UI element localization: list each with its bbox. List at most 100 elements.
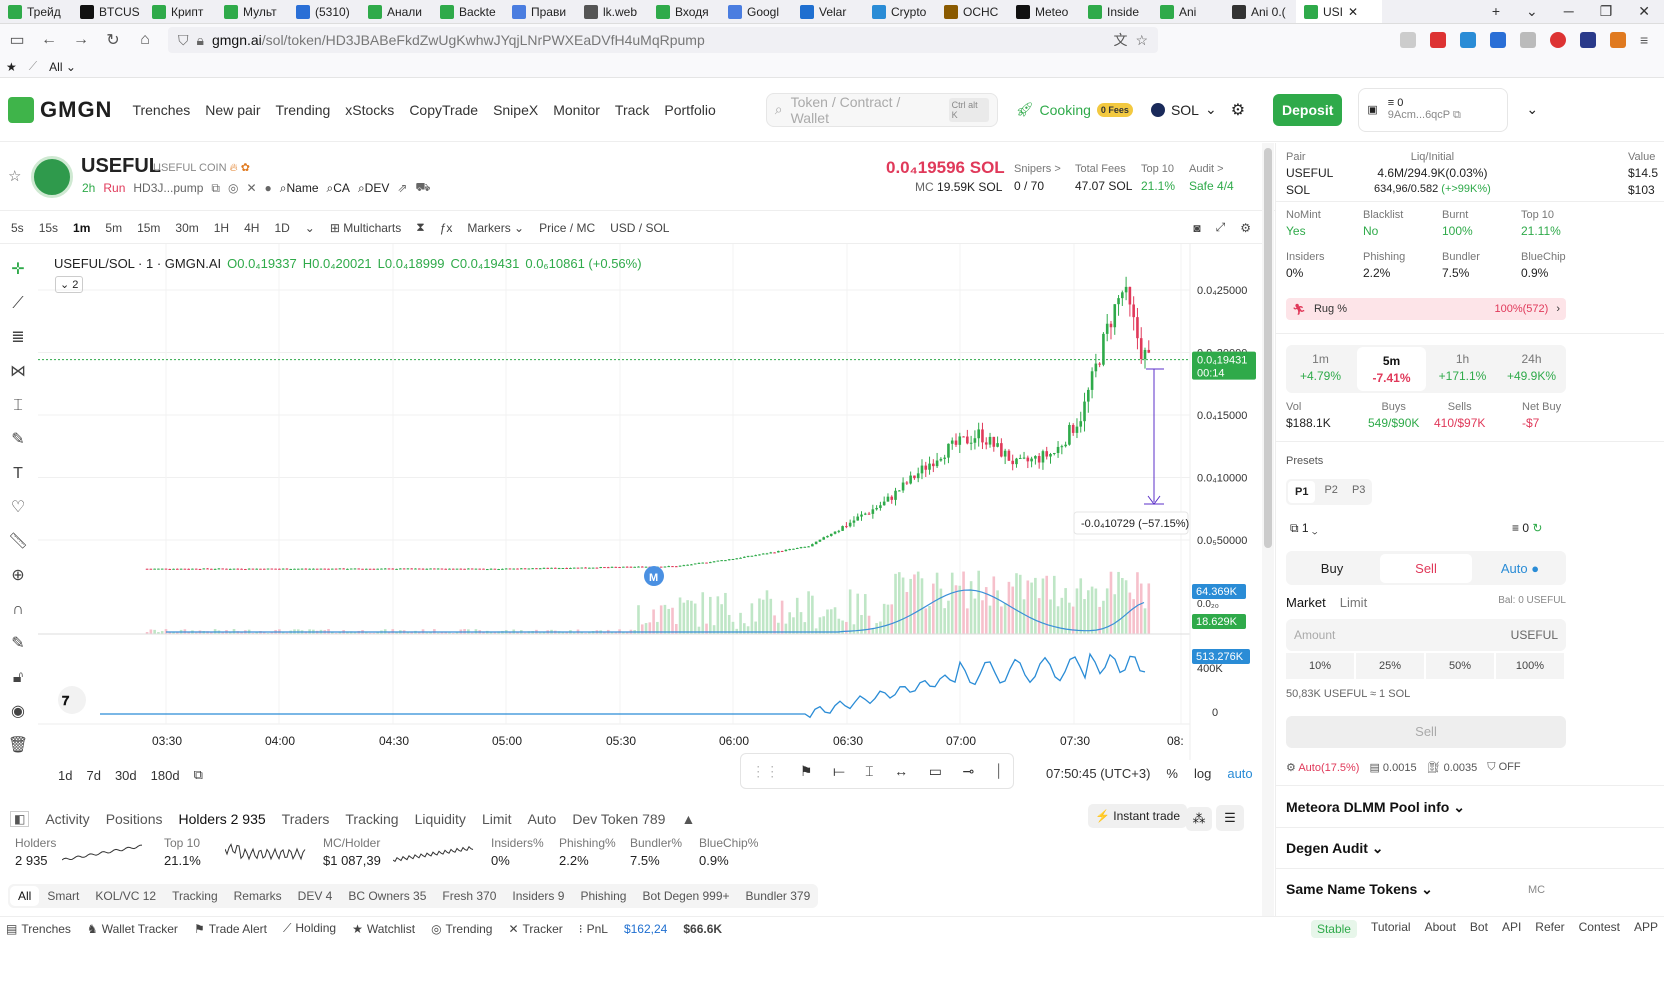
footer-refer[interactable]: Refer — [1535, 919, 1565, 934]
gmgn-logo[interactable]: GMGN — [8, 96, 112, 123]
new-tab-icon[interactable]: + — [1491, 3, 1501, 19]
deposit-button[interactable]: Deposit — [1273, 93, 1343, 126]
nav-new-pair[interactable]: New pair — [205, 101, 261, 118]
browser-tab[interactable]: Мульт — [216, 0, 288, 23]
chain-selector[interactable]: SOL ⌄ — [1150, 101, 1217, 118]
interval-15s[interactable]: 15s — [38, 220, 59, 235]
x-social-icon[interactable]: ✕ — [246, 181, 257, 195]
maximize-icon[interactable]: ❐ — [1599, 3, 1613, 19]
extension-icon[interactable] — [1580, 32, 1596, 48]
market-tab[interactable]: Market — [1286, 595, 1326, 610]
mev-toggle[interactable]: ⛉ OFF — [1487, 761, 1521, 773]
tab-liquidity[interactable]: Liquidity — [414, 811, 466, 827]
tab-traders[interactable]: Traders — [281, 811, 330, 827]
chevron-down-icon[interactable]: ⌄ — [304, 220, 315, 235]
preset-p1[interactable]: P1 — [1288, 481, 1316, 503]
interval-1m[interactable]: 1m — [73, 220, 91, 235]
audit-stat[interactable]: Audit > Safe 4/4 — [1189, 163, 1234, 193]
extension-icon[interactable] — [1520, 32, 1536, 48]
instant-trade-button[interactable]: ⚡ Instant trade — [1088, 804, 1187, 828]
reload-icon[interactable]: ↻ — [106, 32, 120, 49]
browser-tab[interactable]: Inside — [1080, 0, 1152, 23]
footer-tutorial[interactable]: Tutorial — [1370, 919, 1411, 934]
browser-tab[interactable]: Крипт — [144, 0, 216, 23]
preset-p2[interactable]: P2 — [1324, 484, 1338, 496]
flag-icon[interactable]: ⚑ — [799, 762, 813, 779]
brush-icon[interactable]: ✎ — [11, 431, 25, 448]
browser-tab[interactable]: USI ✕ — [1296, 0, 1382, 23]
markers-dropdown[interactable]: Markers ⌄ — [467, 220, 525, 235]
hray-icon[interactable]: ⊸ — [962, 762, 975, 779]
heart-icon[interactable]: ♡ — [10, 499, 26, 516]
filter-chip[interactable]: Bundler 379 — [745, 889, 811, 903]
multicharts-button[interactable]: ⊞ Multicharts — [329, 220, 402, 235]
browser-tab[interactable]: Crypto — [864, 0, 936, 23]
price-chart[interactable]: 0.0₄250000.0₄200000.0₄150000.0₄100000.0₅… — [38, 244, 1260, 760]
footer-pnl[interactable]: ⁝ PnL — [578, 921, 608, 936]
browser-tab[interactable]: BTCUS — [72, 0, 144, 23]
telegram-icon[interactable]: ● — [264, 181, 272, 195]
bookmarks-all[interactable]: All ⌄ — [49, 59, 76, 74]
favorite-star-icon[interactable]: ☆ — [8, 168, 22, 185]
home-icon[interactable]: ⌂ — [140, 31, 150, 48]
trendline-icon[interactable]: ⟋ — [12, 295, 24, 312]
browser-tab[interactable]: lk.web — [576, 0, 648, 23]
footer-app[interactable]: APP — [1633, 919, 1658, 934]
timeframe-1m[interactable]: 1m +4.79% — [1299, 352, 1342, 383]
list-settings-icon[interactable]: ☰ — [1216, 805, 1244, 831]
filter-chip[interactable]: Remarks — [233, 889, 282, 903]
magnet-icon[interactable]: ∩ — [12, 601, 24, 618]
percent-button[interactable]: 50% — [1426, 653, 1494, 679]
browser-tab[interactable]: OCHC — [936, 0, 1008, 23]
star-icon[interactable]: ★ — [6, 59, 17, 74]
price-mc-toggle[interactable]: Price / MC — [539, 220, 596, 235]
footer-stable[interactable]: Stable — [1310, 919, 1357, 938]
nav-xstocks[interactable]: xStocks — [345, 101, 395, 118]
filter-chip[interactable]: All — [10, 886, 40, 906]
rug-bar[interactable]: 🏃︎ Rug % 100%(572) › — [1286, 298, 1566, 320]
search-name-link[interactable]: ⌕Name — [279, 180, 319, 195]
page-scrollbar[interactable] — [1262, 143, 1274, 916]
ruler-icon[interactable]: 📏︎ — [7, 533, 29, 550]
interval-1d[interactable]: 1D — [274, 220, 290, 235]
extension-icon[interactable] — [1400, 32, 1416, 48]
footer-tracker[interactable]: ✕ Tracker — [508, 921, 563, 936]
same-name-section[interactable]: Same Name Tokens ⌄ — [1286, 881, 1433, 897]
extension-icon[interactable] — [1430, 32, 1446, 48]
collapse-up-icon[interactable]: ▲ — [681, 811, 696, 827]
footer-watchlist[interactable]: ★ Watchlist — [352, 921, 416, 936]
minimize-icon[interactable]: ─ — [1563, 3, 1574, 19]
filter-chip[interactable]: Phishing — [580, 889, 627, 903]
cooking-button[interactable]: 🚀︎ Cooking 0 Fees — [1016, 101, 1133, 118]
browser-tab[interactable]: Трейд — [0, 0, 72, 23]
preset-p3[interactable]: P3 — [1351, 484, 1366, 496]
hline-icon[interactable]: ⟝ — [832, 762, 845, 779]
extension-icon[interactable] — [1460, 32, 1476, 48]
website-icon[interactable]: ◎ — [227, 181, 239, 195]
drag-handle-icon[interactable]: ⋮⋮ — [751, 762, 780, 779]
tab-list-icon[interactable]: ⌄ — [1526, 3, 1538, 19]
interval-30m[interactable]: 30m — [175, 220, 199, 235]
interval-1h[interactable]: 1H — [213, 220, 230, 235]
forward-icon[interactable]: → — [73, 31, 89, 48]
eye-icon[interactable]: ◉ — [11, 703, 25, 720]
snipers-stat[interactable]: Snipers >0 / 70 — [1014, 163, 1061, 193]
interval-5s[interactable]: 5s — [11, 220, 24, 235]
tab-holders[interactable]: Holders 2 935 — [178, 811, 266, 827]
chart-marker[interactable] — [644, 566, 664, 586]
browser-tab[interactable]: Прави — [504, 0, 576, 23]
crosshair-icon[interactable]: ✛ — [11, 261, 25, 278]
filter-chip[interactable]: KOL/VC 12 — [95, 889, 157, 903]
search-dev-link[interactable]: ⌕DEV — [357, 180, 390, 195]
browser-tab[interactable]: Анали — [360, 0, 432, 23]
interval-4h[interactable]: 4H — [244, 220, 260, 235]
tab-dev[interactable]: Dev Token 789 — [572, 811, 666, 827]
priority-fee[interactable]: ▤ 0.0015 — [1369, 762, 1417, 774]
hmeasure-icon[interactable]: ↔ — [894, 763, 909, 779]
measure-icon[interactable]: ⌶ — [13, 397, 23, 414]
percent-button[interactable]: 25% — [1356, 653, 1424, 679]
chart-settings-icon[interactable]: ⚙ — [1240, 220, 1251, 235]
menu-icon[interactable]: ≡ — [1640, 32, 1649, 48]
browser-tab[interactable]: Ani 0.( — [1224, 0, 1296, 23]
footer-trenches[interactable]: ▤ Trenches — [6, 921, 71, 936]
